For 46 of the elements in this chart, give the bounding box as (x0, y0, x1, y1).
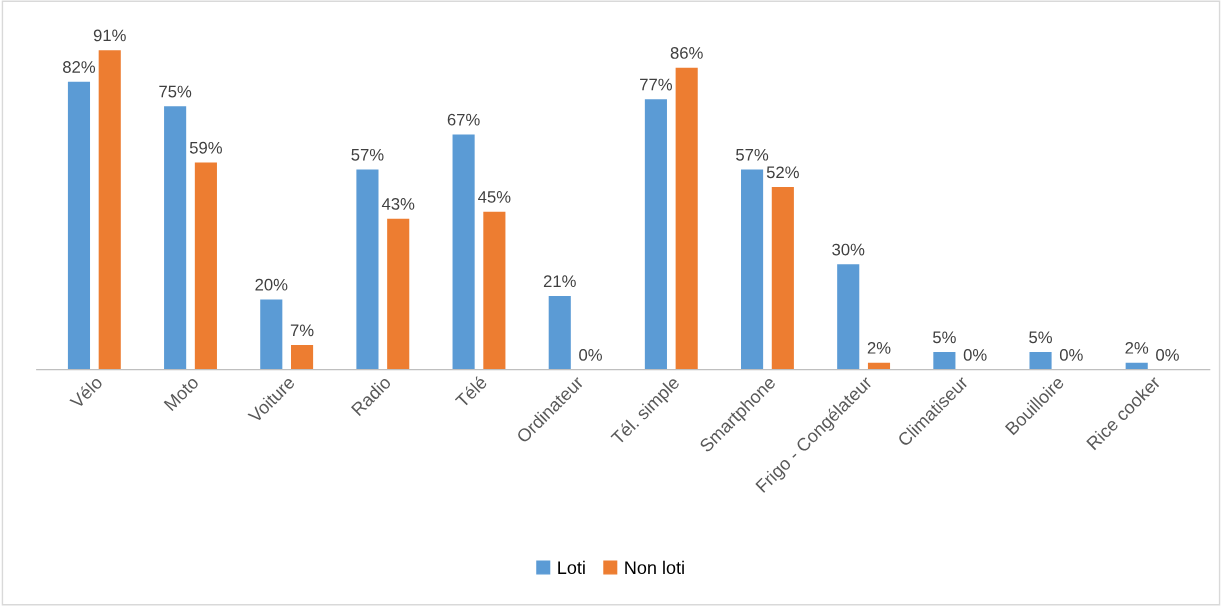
data-label: 67% (447, 113, 480, 126)
data-label: 20% (255, 278, 288, 291)
bar (356, 169, 379, 370)
bar (164, 106, 187, 370)
bar (741, 169, 764, 370)
data-label: 30% (832, 243, 865, 256)
bar (771, 187, 794, 370)
legend-label: Loti (558, 560, 585, 575)
bar (98, 50, 121, 370)
data-label: 0% (1156, 349, 1179, 361)
bar (933, 352, 956, 370)
data-label: 43% (381, 198, 415, 210)
data-label: 77% (640, 78, 672, 91)
bar (548, 295, 571, 370)
bar (194, 162, 217, 370)
bar (483, 211, 506, 370)
bar (291, 345, 314, 370)
bar (644, 99, 667, 370)
x-tick-label: Télé (454, 374, 488, 409)
data-label: 0% (1059, 349, 1083, 361)
data-label: 59% (189, 141, 222, 154)
data-label: 5% (933, 331, 956, 344)
x-tick-label: Vélo (68, 374, 104, 410)
data-label: 52% (766, 166, 799, 179)
bar (387, 218, 410, 370)
data-label: 75% (159, 85, 192, 98)
data-label: 91% (93, 29, 126, 42)
data-label: 45% (478, 191, 511, 203)
bar (452, 134, 475, 370)
data-label: 5% (1029, 331, 1052, 344)
data-label: 2% (867, 341, 891, 354)
data-label: 86% (670, 47, 703, 59)
data-label: 2% (1125, 341, 1149, 354)
bar (1029, 352, 1052, 370)
bar (675, 67, 698, 370)
data-label: 21% (543, 275, 576, 288)
data-label: 57% (736, 148, 769, 161)
data-label: 0% (963, 349, 987, 361)
data-label: 82% (63, 61, 96, 73)
bar (67, 81, 91, 370)
bar (837, 264, 860, 370)
data-label: 57% (351, 148, 384, 161)
legend-label: Non loti (625, 560, 684, 575)
data-label: 0% (579, 349, 602, 361)
data-label: 7% (290, 324, 314, 337)
bar (260, 299, 283, 370)
